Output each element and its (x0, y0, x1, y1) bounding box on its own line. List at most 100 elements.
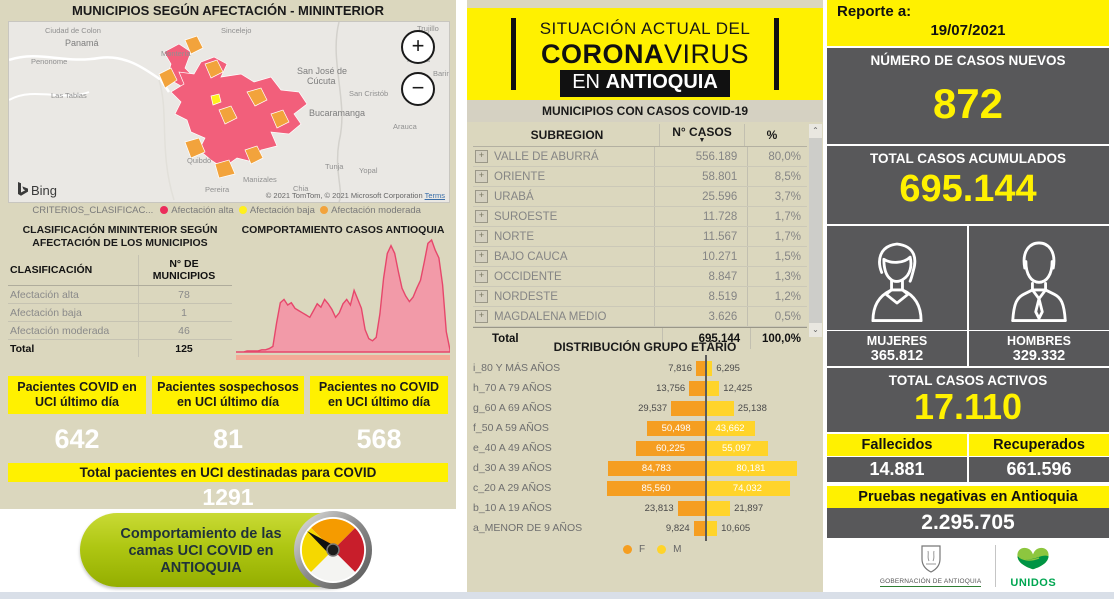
percent-value: 8,5% (774, 170, 801, 183)
pyramid-value-m: 74,032 (732, 482, 762, 494)
legend-dot (320, 206, 329, 214)
expand-icon[interactable]: + (475, 270, 488, 283)
gauge-icon (294, 511, 372, 589)
uci-stat-label: Pacientes no COVID en UCI último día (310, 376, 448, 414)
pyramid-value-f: 9,824 (665, 522, 690, 534)
classification-header: CLASIFICACIÓN N° DE MUNICIPIOS (8, 255, 232, 286)
map-place-label: Yopal (359, 166, 378, 175)
pyramid-bar-f[interactable] (689, 380, 705, 396)
pyramid-bar-m[interactable]: 80,181 (705, 460, 797, 476)
expand-icon[interactable]: + (475, 210, 488, 223)
classification-row: Afectación baja 1 (8, 304, 232, 322)
footer-logos: GOBERNACIÓN DE ANTIOQUIA UNIDOS (827, 540, 1109, 592)
active-cases-label: TOTAL CASOS ACTIVOS (888, 373, 1048, 388)
map-zoom-out-button[interactable]: − (401, 72, 435, 106)
uci-stat-box: Pacientes no COVID en UCI último día 568 (310, 376, 448, 455)
expand-icon[interactable]: + (475, 250, 488, 263)
map-place-label: Tunja (325, 162, 344, 171)
report-label: Reporte a: (837, 3, 912, 20)
table-row[interactable]: + SUROESTE 11.728 1,7% (473, 207, 807, 227)
pyramid-bar-f[interactable]: 60,225 (636, 440, 705, 456)
cases-value: 25.596 (655, 187, 749, 206)
pyramid-row: b_10 A 19 AÑOS 23,813 21,897 (473, 498, 821, 518)
uci-beds-button[interactable]: Comportamiento de las camas UCI COVID en… (80, 511, 372, 589)
cases-value: 11.728 (655, 207, 749, 226)
uci-stat-value: 568 (356, 424, 402, 454)
scroll-down-arrow[interactable]: ⌄ (809, 323, 822, 337)
epidemic-curve-chart[interactable] (236, 236, 451, 362)
pyramid-bar-m[interactable]: 43,662 (705, 420, 755, 436)
table-row[interactable]: + VALLE DE ABURRÁ 556.189 80,0% (473, 147, 807, 167)
table-row[interactable]: + ORIENTE 58.801 8,5% (473, 167, 807, 187)
pyramid-bar-f[interactable] (671, 400, 705, 416)
pyramid-bar-f[interactable]: 85,560 (607, 480, 705, 496)
legend-label: M (673, 544, 682, 555)
map-place-label: Bucaramanga (309, 108, 365, 118)
pyramid-bar-f[interactable] (696, 360, 705, 376)
expand-icon[interactable]: + (475, 290, 488, 303)
new-cases-label: NÚMERO DE CASOS NUEVOS (870, 53, 1066, 68)
pyramid-bar-m[interactable] (705, 380, 720, 396)
table-total-row: Total 695.144 100,0% (473, 327, 807, 349)
classification-col2: N° DE MUNICIPIOS (152, 258, 216, 282)
bing-logo: Bing (17, 182, 57, 198)
table-row[interactable]: + OCCIDENTE 8.847 1,3% (473, 267, 807, 287)
negative-tests-value: 2.295.705 (827, 508, 1109, 538)
gobernacion-logo: GOBERNACIÓN DE ANTIOQUIA (879, 545, 982, 587)
uci-total-label: Total pacientes en UCI destinadas para C… (8, 463, 448, 482)
attribution-text: © 2021 TomTom, © 2021 Microsoft Corporat… (265, 191, 423, 200)
accumulated-label: TOTAL CASOS ACUMULADOS (869, 151, 1066, 166)
municipalities-table-header: SUBREGION N° CASOS ▼ % (473, 124, 807, 147)
subregion-name: OCCIDENTE (494, 270, 562, 283)
municipality-cluster[interactable] (158, 35, 308, 179)
table-row[interactable]: + BAJO CAUCA 10.271 1,5% (473, 247, 807, 267)
expand-icon[interactable]: + (475, 310, 488, 323)
men-value: 329.332 (1012, 348, 1066, 364)
header-casos[interactable]: N° CASOS ▼ (660, 124, 745, 146)
table-row[interactable]: + MAGDALENA MEDIO 3.626 0,5% (473, 307, 807, 327)
expand-icon[interactable]: + (475, 150, 488, 163)
pyramid-bar-m[interactable] (705, 520, 718, 536)
pyramid-category-label: f_50 A 59 AÑOS (473, 422, 549, 434)
pyramid-bar-m[interactable] (705, 500, 731, 516)
expand-icon[interactable]: + (475, 170, 488, 183)
pyramid-bar-f[interactable]: 84,783 (607, 460, 705, 476)
pyramid-bar-f[interactable]: 50,498 (647, 420, 705, 436)
uci-stat-box: Pacientes sospechosos en UCI último día 8… (152, 376, 304, 455)
pyramid-bar-m[interactable] (705, 400, 734, 416)
pyramid-bar-m[interactable]: 55,097 (705, 440, 769, 456)
legend-dot (160, 206, 169, 214)
pyramid-value-m: 43,662 (715, 422, 745, 434)
classification-col1: CLASIFICACIÓN (8, 255, 139, 285)
table-row[interactable]: + NORDESTE 8.519 1,2% (473, 287, 807, 307)
header-percent[interactable]: % (766, 127, 778, 142)
table-row[interactable]: + URABÁ 25.596 3,7% (473, 187, 807, 207)
scroll-up-arrow[interactable]: ⌃ (809, 124, 822, 138)
pyramid-value-m: 6,295 (716, 362, 740, 374)
map-place-label: Manizales (243, 175, 277, 184)
header-corona: CORONA (540, 39, 664, 69)
pyramid-value-m: 12,425 (723, 382, 753, 394)
header-subregion[interactable]: SUBREGION (473, 124, 660, 146)
classification-table: CLASIFICACIÓN N° DE MUNICIPIOS Afectació… (8, 255, 232, 357)
terms-link[interactable]: Terms (424, 191, 445, 200)
pyramid-bar-f[interactable] (677, 500, 705, 516)
unidos-logo: UNIDOS (1010, 544, 1056, 589)
pyramid-bar-f[interactable] (693, 520, 705, 536)
pyramid-bar-m[interactable]: 74,032 (705, 480, 790, 496)
pyramid-bar-m[interactable] (705, 360, 713, 376)
map-zoom-in-button[interactable]: + (401, 30, 435, 64)
expand-icon[interactable]: + (475, 190, 488, 203)
classification-title: CLASIFICACIÓN MININTERIOR SEGÚN AFECTACI… (22, 224, 218, 249)
map-canvas[interactable]: Ciudad de Colon Panamá Penonome Las Tablas S… (8, 21, 456, 203)
table-row[interactable]: + NORTE 11.567 1,7% (473, 227, 807, 247)
pyramid-value-f: 60,225 (655, 442, 686, 454)
map-place-label: Barina (433, 69, 449, 78)
gobernacion-crest-icon (921, 545, 941, 573)
table-scrollbar[interactable]: ⌃ ⌄ (809, 124, 822, 337)
expand-icon[interactable]: + (475, 230, 488, 243)
coastline (8, 55, 171, 93)
percent-value: 1,7% (774, 210, 801, 223)
map-place-label: Panamá (65, 38, 99, 48)
